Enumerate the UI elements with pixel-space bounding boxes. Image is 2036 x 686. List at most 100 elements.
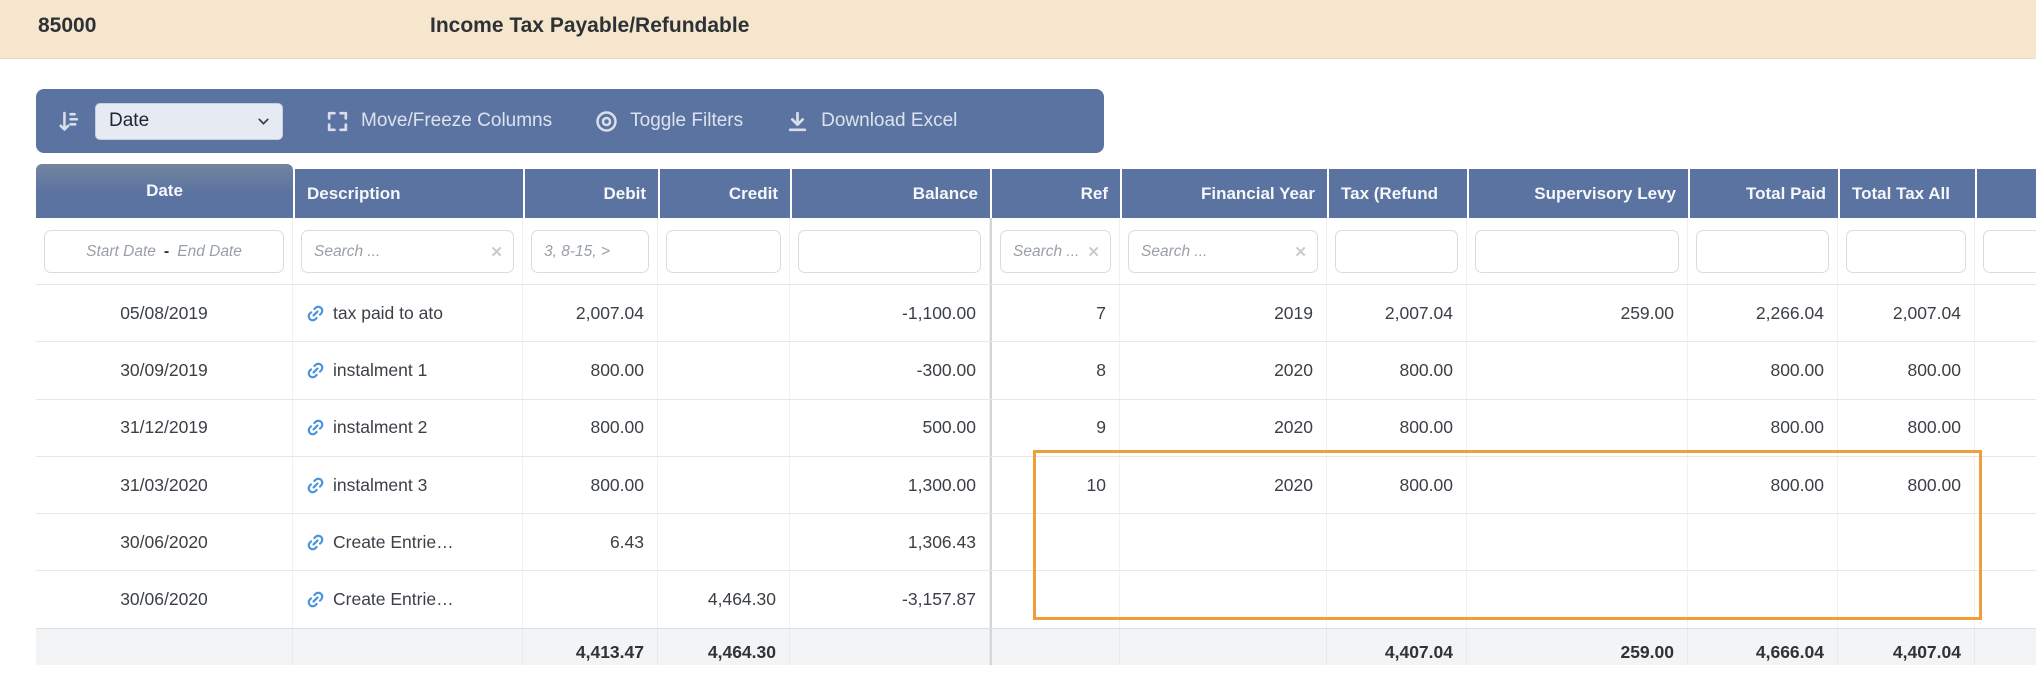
toggle-filters-button[interactable]: Toggle Filters xyxy=(594,109,743,134)
column-header-debit[interactable]: Debit xyxy=(523,169,658,218)
cell-supervisory_levy xyxy=(1467,571,1688,628)
filter-total_paid-input[interactable] xyxy=(1696,230,1829,273)
column-header-description[interactable]: Description xyxy=(293,169,523,218)
filter-balance-field[interactable] xyxy=(809,241,970,262)
column-header-financial_year[interactable]: Financial Year xyxy=(1120,169,1327,218)
filter-financial_year-field[interactable] xyxy=(1139,241,1289,262)
table-row[interactable]: 05/08/2019 tax paid to ato 2,007.04 -1,100.… xyxy=(36,284,2036,342)
table-row[interactable]: 30/09/2019 instalment 1 800.00 -300.00 8 2020… xyxy=(36,341,2036,399)
move-freeze-columns-label: Move/Freeze Columns xyxy=(361,110,553,131)
table-row[interactable]: 30/06/2020 Create Entrie… 4,464.30 -3,157.8… xyxy=(36,570,2036,628)
cell-total_paid xyxy=(1688,514,1838,571)
move-freeze-columns-button[interactable]: Move/Freeze Columns xyxy=(325,109,552,134)
cell-total_tax: 800.00 xyxy=(1838,342,1975,399)
filter-supervisory_levy-input[interactable] xyxy=(1475,230,1679,273)
column-header-credit[interactable]: Credit xyxy=(658,169,790,218)
cell-debit: 800.00 xyxy=(523,399,658,456)
total-description xyxy=(293,628,523,665)
filter-cell-tax_refund xyxy=(1327,218,1467,284)
cell-ref: 10 xyxy=(990,456,1120,514)
filter-credit-input[interactable] xyxy=(666,230,781,273)
total-credit: 4,464.30 xyxy=(658,628,790,665)
filter-debit-input[interactable] xyxy=(531,230,649,273)
filter-ref-field[interactable] xyxy=(1011,241,1082,262)
link-icon[interactable] xyxy=(306,418,325,437)
clear-filter-icon[interactable]: ✕ xyxy=(1087,243,1100,261)
sort-field-value: Date xyxy=(109,110,150,131)
cell-credit xyxy=(658,342,790,399)
cell-date: 31/03/2020 xyxy=(36,456,293,514)
clear-filter-icon[interactable]: ✕ xyxy=(1294,243,1307,261)
column-header-total_tax[interactable]: Total Tax All xyxy=(1838,169,1975,218)
column-header-balance[interactable]: Balance xyxy=(790,169,990,218)
link-icon[interactable] xyxy=(306,361,325,380)
filter-financial_year-input[interactable]: ✕ xyxy=(1128,230,1318,273)
cell-balance: -300.00 xyxy=(790,342,990,399)
totals-row: 4,413.47 4,464.30 4,407.04 259.00 4,666.04 4,… xyxy=(36,627,2036,665)
table-row[interactable]: 31/12/2019 instalment 2 800.00 500.00 9 2020 8… xyxy=(36,398,2036,456)
filter-balance-input[interactable] xyxy=(798,230,981,273)
filter-credit-field[interactable] xyxy=(677,241,770,262)
page-title: Income Tax Payable/Refundable xyxy=(430,14,750,37)
table-row[interactable]: 30/06/2020 Create Entrie… 6.43 1,306.43 xyxy=(36,513,2036,571)
table-row[interactable]: 31/03/2020 instalment 3 800.00 1,300.00 10 20… xyxy=(36,455,2036,514)
filter-cell-supervisory_levy xyxy=(1467,218,1688,284)
filter-ref-input[interactable]: ✕ xyxy=(1000,230,1111,273)
filter-overflow-field[interactable] xyxy=(1994,241,2030,262)
filter-description-input[interactable]: ✕ xyxy=(301,230,514,273)
total-debit: 4,413.47 xyxy=(523,628,658,665)
download-excel-label: Download Excel xyxy=(821,110,958,131)
filter-overflow-input[interactable] xyxy=(1983,230,2036,273)
cell-total_tax xyxy=(1838,514,1975,571)
column-header-supervisory_levy[interactable]: Supervisory Levy xyxy=(1467,169,1688,218)
column-header-date[interactable]: Date xyxy=(36,164,293,218)
filter-description-field[interactable] xyxy=(312,241,485,262)
expand-corners-icon xyxy=(325,109,350,134)
download-icon xyxy=(785,109,810,134)
account-header-bar: 85000 Income Tax Payable/Refundable xyxy=(0,0,2036,59)
column-header-ref[interactable]: Ref xyxy=(990,169,1120,218)
filter-date-input[interactable]: Start Date - End Date xyxy=(44,230,284,273)
cell-description: Create Entrie… xyxy=(293,571,523,628)
filter-cell-debit xyxy=(523,218,658,284)
cell-credit: 4,464.30 xyxy=(658,571,790,628)
cell-total_paid xyxy=(1688,571,1838,628)
description-text: instalment 2 xyxy=(333,417,428,438)
link-icon[interactable] xyxy=(306,304,325,323)
sort-amount-descending-icon[interactable] xyxy=(56,108,83,135)
link-icon[interactable] xyxy=(306,533,325,552)
sort-field-select[interactable]: Date xyxy=(95,102,283,140)
clear-filter-icon[interactable]: ✕ xyxy=(490,243,503,261)
cell-date: 30/06/2020 xyxy=(36,514,293,571)
cell-tax_refund: 800.00 xyxy=(1327,399,1467,456)
cell-debit: 2,007.04 xyxy=(523,285,658,342)
cell-date: 31/12/2019 xyxy=(36,399,293,456)
filter-tax_refund-input[interactable] xyxy=(1335,230,1458,273)
download-excel-button[interactable]: Download Excel xyxy=(785,109,957,134)
total-balance xyxy=(790,628,990,665)
cell-tax_refund: 800.00 xyxy=(1327,456,1467,514)
cell-credit xyxy=(658,456,790,514)
filter-total_tax-input[interactable] xyxy=(1846,230,1966,273)
filter-row: Start Date-End Date ✕ ✕ ✕ xyxy=(36,218,2036,284)
cell-supervisory_levy xyxy=(1467,342,1688,399)
filter-tax_refund-field[interactable] xyxy=(1346,241,1447,262)
column-header-overflow[interactable] xyxy=(1975,169,2036,218)
cell-tax_refund: 800.00 xyxy=(1327,342,1467,399)
cell-financial_year: 2019 xyxy=(1120,285,1327,342)
link-icon[interactable] xyxy=(306,590,325,609)
cell-total_paid: 800.00 xyxy=(1688,342,1838,399)
column-header-total_paid[interactable]: Total Paid xyxy=(1688,169,1838,218)
column-header-tax_refund[interactable]: Tax (Refund xyxy=(1327,169,1467,218)
toggle-filters-label: Toggle Filters xyxy=(630,110,744,131)
cell-description: instalment 2 xyxy=(293,399,523,456)
cell-ref xyxy=(990,571,1120,628)
cell-tax_refund: 2,007.04 xyxy=(1327,285,1467,342)
filter-debit-field[interactable] xyxy=(542,241,638,262)
filter-total_tax-field[interactable] xyxy=(1857,241,1955,262)
cell-balance: 1,306.43 xyxy=(790,514,990,571)
filter-supervisory_levy-field[interactable] xyxy=(1486,241,1668,262)
link-icon[interactable] xyxy=(306,476,325,495)
filter-total_paid-field[interactable] xyxy=(1707,241,1818,262)
